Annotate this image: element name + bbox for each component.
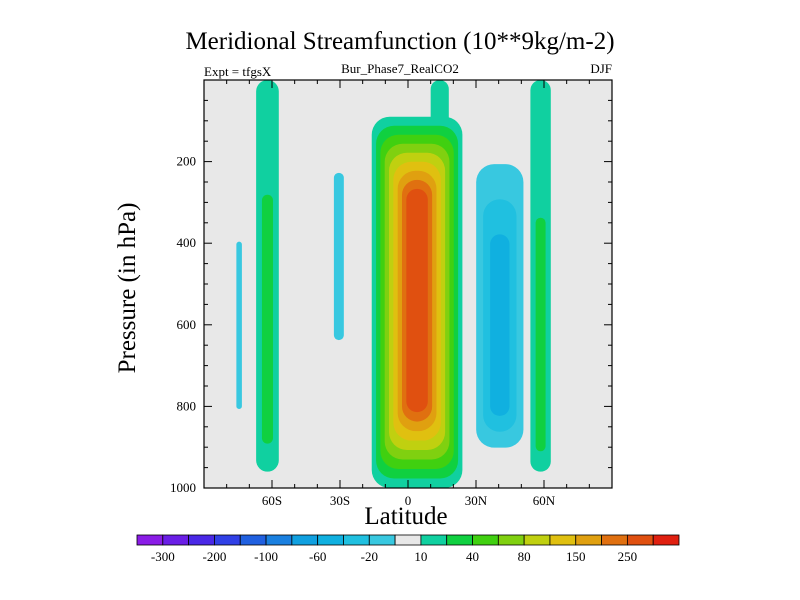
colorbar-swatch — [343, 534, 370, 546]
page-title: Meridional Streamfunction (10**9kg/m-2) — [185, 28, 615, 55]
southern-subtropical-cell-level--20 — [333, 172, 344, 341]
colorbar-label: 10 — [414, 549, 427, 564]
colorbar-swatch — [136, 534, 164, 546]
x-tick-label: 30N — [465, 493, 488, 508]
colorbar-label: 40 — [466, 549, 479, 564]
colorbar-swatch — [497, 534, 525, 546]
x-tick-label: 0 — [405, 493, 412, 508]
colorbar-swatch — [420, 534, 448, 546]
colorbar-swatch — [549, 534, 577, 546]
y-tick-label: 1000 — [170, 480, 196, 495]
colorbar-swatch — [523, 534, 551, 546]
colorbar-swatch — [239, 534, 267, 546]
colorbar-swatch — [394, 534, 422, 546]
colorbar-label: 250 — [618, 549, 638, 564]
southern-polar-cell-level--20 — [236, 241, 242, 409]
y-tick-label: 800 — [177, 398, 197, 413]
colorbar-swatch — [601, 534, 628, 546]
colorbar-swatch — [317, 534, 344, 546]
colorbar-swatch — [265, 534, 293, 546]
colorbar: -300 -200 -100 -60 -20 10 40 80 150 250 — [136, 534, 680, 564]
colorbar-label: -100 — [254, 549, 278, 564]
colorbar-swatch — [291, 534, 319, 546]
colorbar-label: -60 — [309, 549, 326, 564]
southern-upper-cell — [285, 80, 302, 150]
colorbar-swatch — [162, 534, 190, 546]
colorbar-swatch — [368, 534, 396, 546]
x-tick-label: 60N — [533, 493, 556, 508]
colorbar-label: -300 — [151, 549, 175, 564]
northern-ferrel-cell-level-20 — [535, 217, 546, 452]
hadley-cell-level-250 — [406, 188, 428, 413]
colorbar-label: 80 — [518, 549, 531, 564]
colorbar-swatch — [188, 534, 215, 546]
northern-polar-cell — [562, 80, 576, 203]
northern-hadley-cell-level--60 — [490, 234, 510, 416]
colorbar-swatch — [626, 534, 654, 546]
colorbar-label: -20 — [361, 549, 378, 564]
experiment-label: Expt = tfgsX — [204, 64, 272, 79]
axes: 60S 30S 0 30N 60N 200 400 600 800 1000 — [170, 79, 613, 508]
season-label: DJF — [590, 61, 612, 76]
contour-fields — [233, 80, 583, 488]
x-tick-label: 60S — [262, 493, 282, 508]
y-tick-label: 600 — [177, 317, 197, 332]
y-tick-label: 400 — [177, 235, 197, 250]
y-tick-label: 200 — [177, 154, 197, 169]
x-tick-label: 30S — [330, 493, 350, 508]
run-name: Bur_Phase7_RealCO2 — [341, 61, 459, 76]
colorbar-label: -200 — [203, 549, 227, 564]
colorbar-swatch — [575, 534, 602, 546]
colorbar-swatch — [652, 534, 680, 546]
colorbar-swatch — [446, 534, 473, 546]
northern-polar-surface — [578, 357, 583, 407]
colorbar-swatch — [472, 534, 499, 546]
southern-ferrel-cell-level-20 — [261, 194, 273, 444]
colorbar-swatch — [214, 534, 241, 546]
colorbar-label: 150 — [566, 549, 586, 564]
x-axis-label: Latitude — [364, 503, 448, 530]
